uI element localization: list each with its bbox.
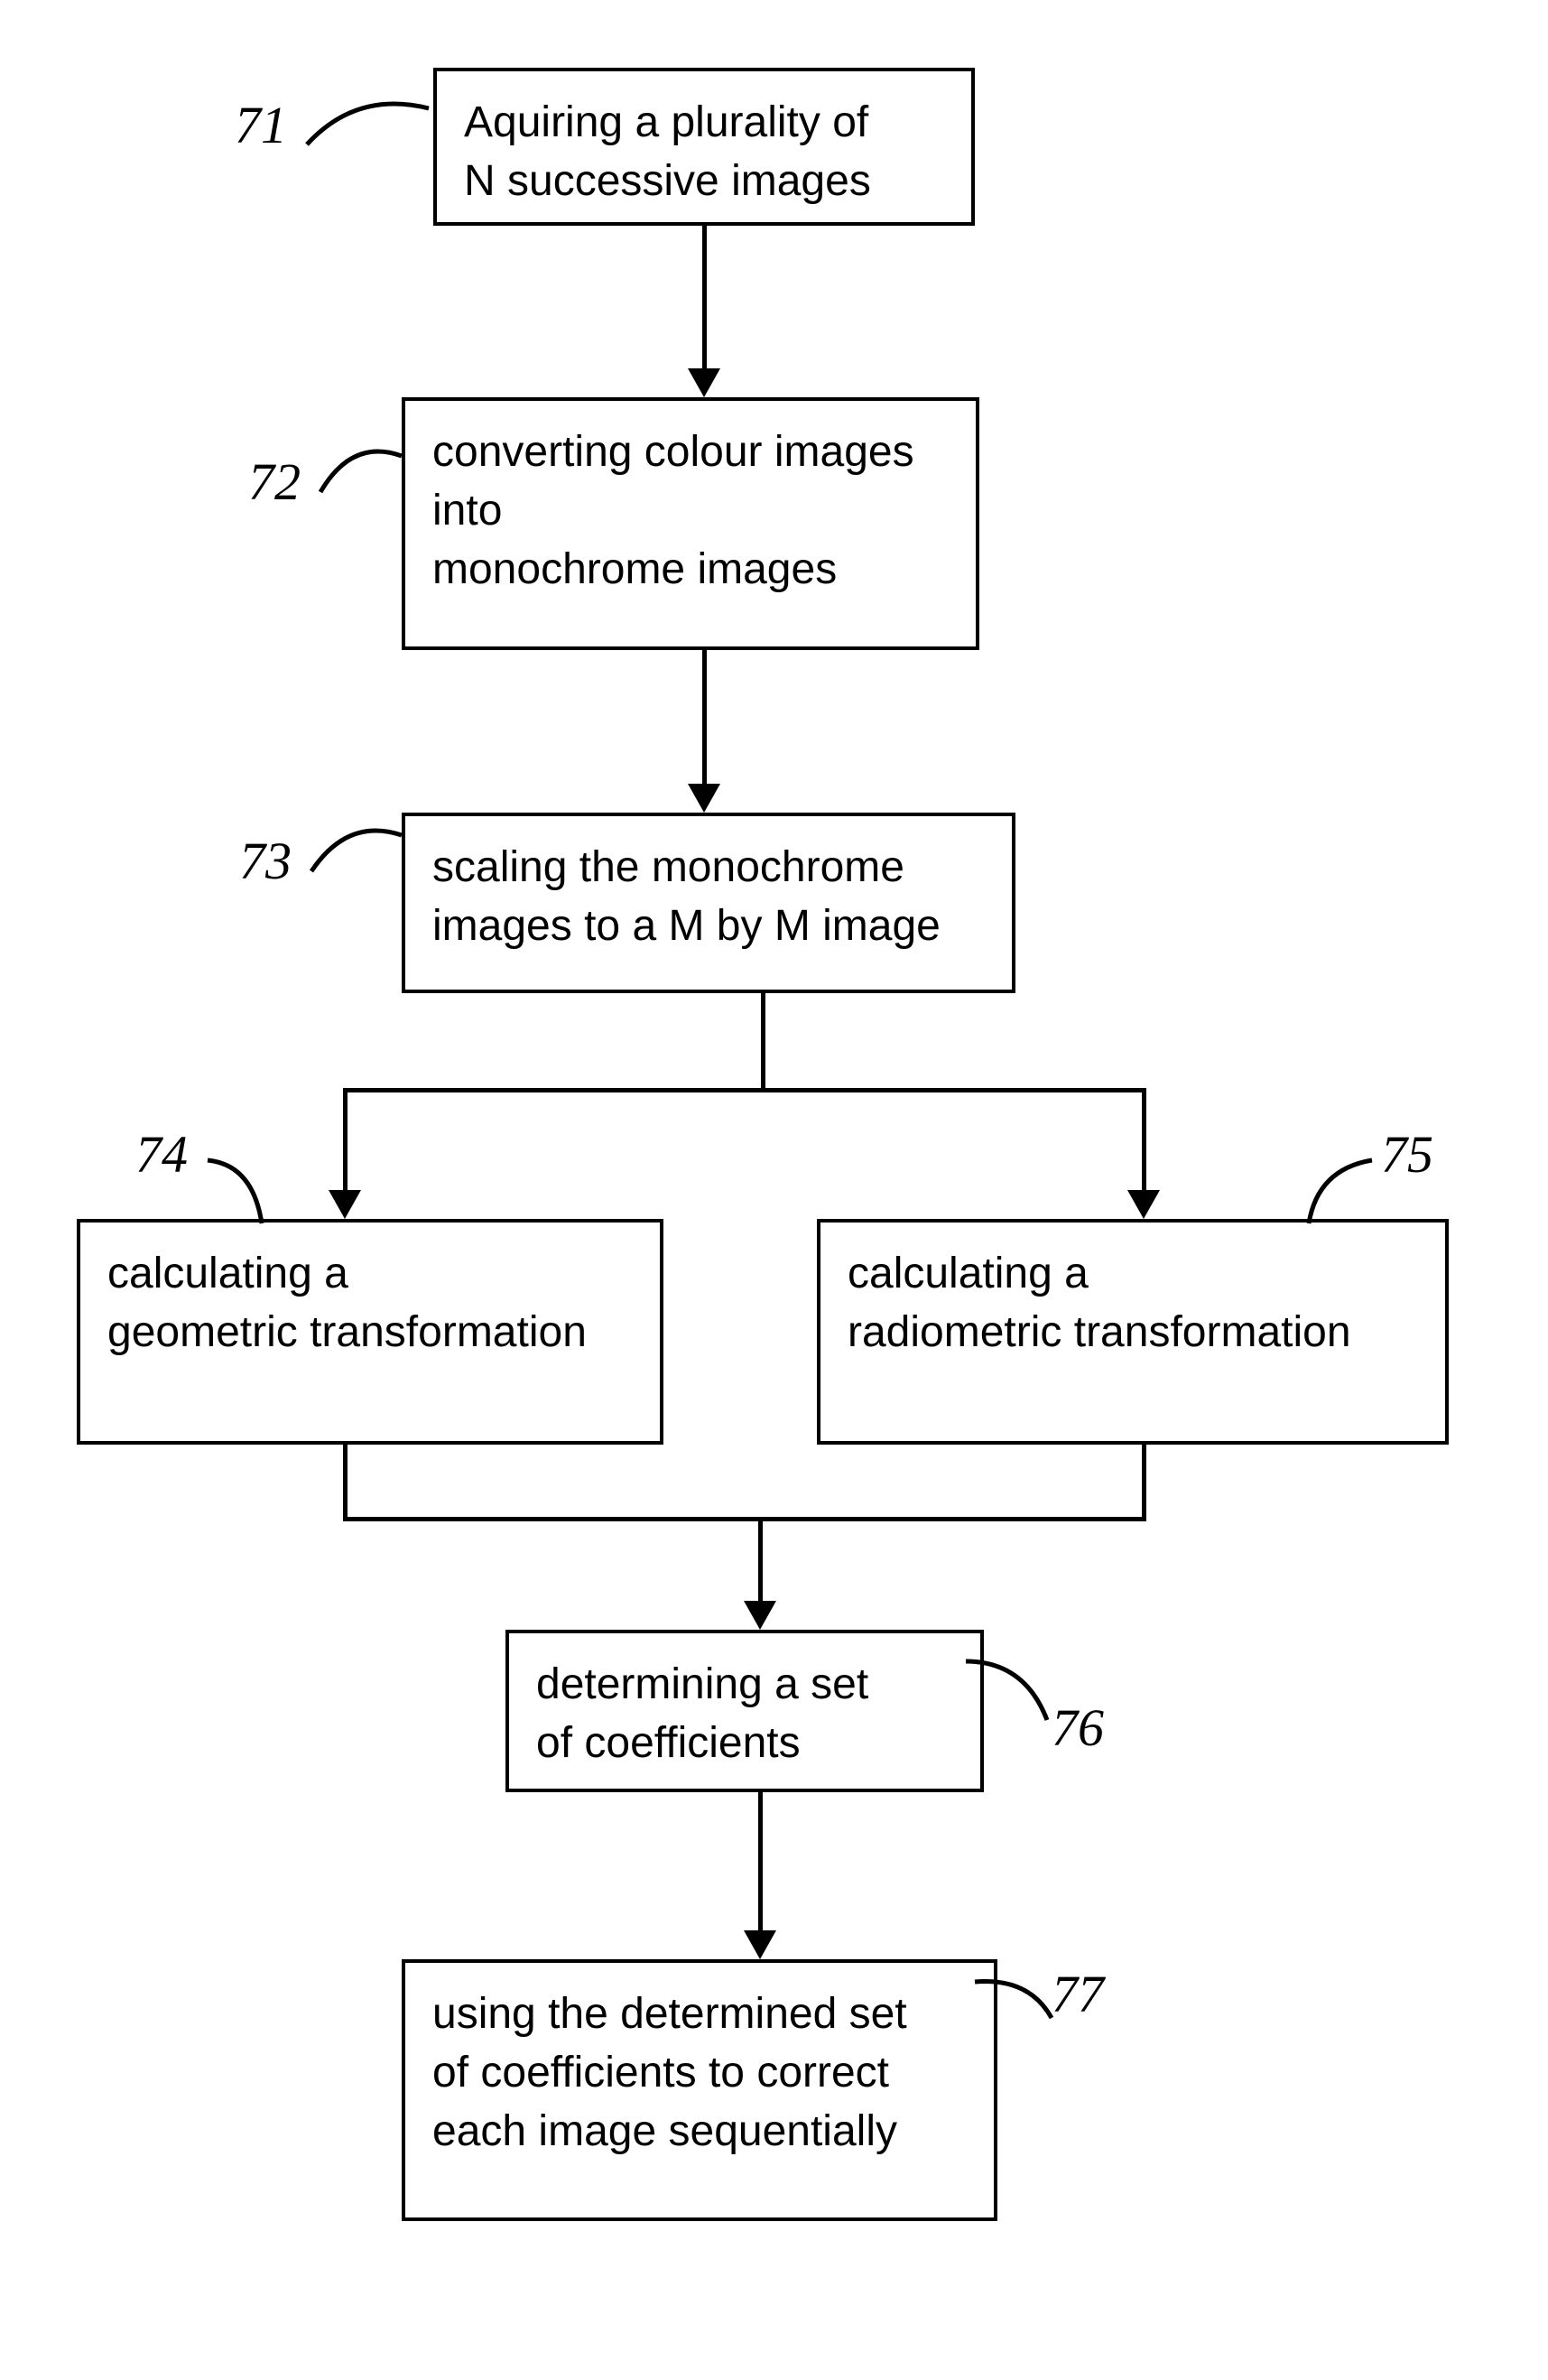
label-74-connector	[203, 1151, 284, 1228]
arrow-head-73-right	[1127, 1190, 1160, 1219]
box-76-text: determining a set of coefficients	[536, 1656, 868, 1773]
arrow-merge-to-76	[758, 1521, 763, 1603]
label-74: 74	[135, 1124, 188, 1185]
flowchart-box-71: Aquiring a plurality of N successive ima…	[433, 68, 975, 226]
flowchart-box-73: scaling the monochrome images to a M by …	[402, 813, 1015, 993]
label-72-connector	[316, 442, 406, 515]
arrow-head-72-73	[688, 784, 720, 813]
flowchart-box-76: determining a set of coefficients	[505, 1630, 984, 1792]
arrow-71-72	[702, 226, 707, 370]
label-77: 77	[1052, 1964, 1104, 2024]
label-76: 76	[1052, 1697, 1104, 1758]
box-73-text: scaling the monochrome images to a M by …	[432, 839, 941, 956]
box-71-text: Aquiring a plurality of N successive ima…	[464, 94, 871, 211]
label-71-connector	[302, 95, 438, 167]
box-72-text: converting colour images into monochrome…	[432, 423, 914, 599]
label-77-connector	[966, 1973, 1056, 2031]
label-75: 75	[1381, 1124, 1433, 1185]
label-73-connector	[307, 822, 406, 894]
flowchart-box-77: using the determined set of coefficients…	[402, 1959, 997, 2221]
arrow-72-73	[702, 650, 707, 786]
arrow-head-merge-76	[744, 1601, 776, 1630]
arrow-73-branch-right-down	[1142, 1088, 1146, 1192]
arrow-73-branch-horizontal	[343, 1088, 1146, 1092]
arrow-75-merge-down	[1142, 1445, 1146, 1517]
arrow-head-76-77	[744, 1930, 776, 1959]
flowchart-box-72: converting colour images into monochrome…	[402, 397, 979, 650]
label-72: 72	[248, 451, 301, 512]
flowchart-box-75: calculating a radiometric transformation	[817, 1219, 1449, 1445]
box-77-text: using the determined set of coefficients…	[432, 1985, 907, 2161]
box-74-text: calculating a geometric transformation	[107, 1245, 587, 1362]
arrow-73-branch-left-down	[343, 1088, 348, 1192]
label-71: 71	[235, 95, 287, 155]
arrow-head-71-72	[688, 368, 720, 397]
label-73: 73	[239, 831, 292, 891]
arrow-73-branch-down	[761, 993, 765, 1088]
arrow-76-77	[758, 1792, 763, 1932]
arrow-head-73-left	[329, 1190, 361, 1219]
label-76-connector	[957, 1652, 1056, 1734]
arrow-merge-horizontal	[343, 1517, 1146, 1521]
box-75-text: calculating a radiometric transformation	[848, 1245, 1351, 1362]
flowchart-box-74: calculating a geometric transformation	[77, 1219, 663, 1445]
label-75-connector	[1277, 1151, 1377, 1228]
arrow-74-merge-down	[343, 1445, 348, 1517]
